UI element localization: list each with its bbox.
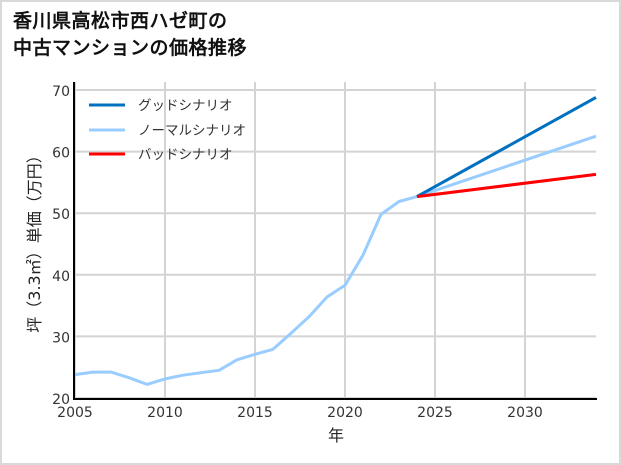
x-tick-label: 2030 [507, 405, 543, 421]
x-axis-label: 年 [328, 426, 344, 445]
x-tick-label: 2020 [327, 405, 363, 421]
data-series [74, 96, 597, 386]
y-axis-label: 坪（3.3㎡）単価（万円） [25, 147, 44, 332]
x-tick-labels: 2005 2010 2015 2020 2025 2030 [57, 405, 543, 421]
series-line [416, 96, 597, 198]
chart-title-line2: 中古マンションの価格推移 [13, 37, 248, 59]
legend-bad-label: バッドシナリオ [138, 147, 233, 163]
y-tick-label: 20 [52, 392, 70, 408]
legend-good-label: グッドシナリオ [138, 98, 233, 114]
legend: グッドシナリオ ノーマルシナリオ バッドシナリオ [89, 98, 246, 163]
x-tick-label: 2025 [417, 405, 453, 421]
y-tick-label: 50 [52, 207, 70, 223]
series-line [74, 134, 597, 386]
legend-normal-label: ノーマルシナリオ [138, 123, 246, 139]
chart-title-line1: 香川県高松市西ハゼ町の [13, 10, 228, 32]
x-tick-label: 2005 [57, 405, 93, 421]
y-tick-label: 40 [52, 269, 70, 285]
x-tick-label: 2015 [237, 405, 273, 421]
chart-title: 香川県高松市西ハゼ町の 中古マンションの価格推移 [13, 8, 247, 62]
y-tick-label: 70 [52, 84, 70, 100]
y-tick-label: 30 [52, 330, 70, 346]
x-tick-label: 2010 [147, 405, 183, 421]
y-tick-labels: 20 30 40 50 60 70 [52, 84, 70, 408]
series-line [416, 172, 597, 199]
y-tick-label: 60 [52, 146, 70, 162]
